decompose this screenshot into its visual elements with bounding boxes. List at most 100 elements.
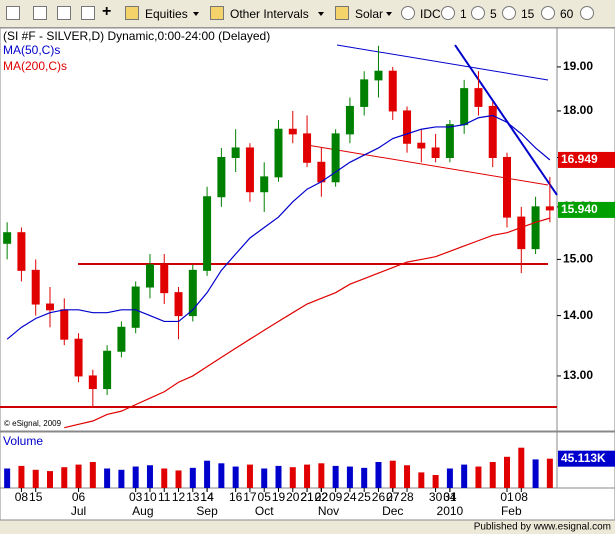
candle-body <box>503 156 512 218</box>
volume-bar <box>518 447 525 488</box>
candle-body <box>203 196 212 271</box>
menu[interactable]: Solar <box>355 7 384 21</box>
x-tick-label: 09 <box>329 490 343 504</box>
volume-bar <box>418 472 425 488</box>
icon[interactable] <box>6 6 20 20</box>
chart-title: (SI #F - SILVER,D) Dynamic,0:00-24:00 (D… <box>3 29 270 43</box>
button[interactable]: 60 <box>560 7 574 21</box>
x-tick-label: 14 <box>200 490 214 504</box>
candle-body <box>445 124 454 158</box>
volume-bar <box>161 468 168 488</box>
add-icon[interactable]: + <box>102 3 112 20</box>
candle-body <box>131 286 140 328</box>
candle-body <box>545 206 554 211</box>
button[interactable]: 1 <box>460 7 467 21</box>
footer: Published by www.esignal.com <box>474 522 611 533</box>
x-tick-label: 28 <box>400 490 414 504</box>
date-axis <box>0 487 615 521</box>
volume-bar <box>446 468 453 488</box>
icon[interactable] <box>401 6 415 20</box>
candle-body <box>74 338 83 377</box>
volume-bar <box>475 466 482 488</box>
volume-bar <box>175 470 182 488</box>
legend-entry: MA(50,C)s <box>3 43 60 57</box>
month-label: Oct <box>255 504 274 518</box>
x-tick-label: 21 <box>300 490 314 504</box>
x-tick-label: 22 <box>315 490 329 504</box>
x-tick-label: 22 <box>315 490 329 504</box>
candle-body <box>60 309 69 340</box>
volume-bar <box>118 469 125 488</box>
folder-icon[interactable] <box>125 6 139 20</box>
folder-icon[interactable] <box>210 6 224 20</box>
button[interactable]: 15 <box>521 7 535 21</box>
candle-body <box>88 375 97 390</box>
candle-body <box>103 350 112 390</box>
button[interactable]: IDC <box>420 7 441 21</box>
candle-body <box>17 232 26 271</box>
x-tick-label: 10 <box>143 490 157 504</box>
dropdown-arrow[interactable] <box>318 12 324 16</box>
y-tick-label: 13.00 <box>563 368 593 382</box>
x-tick-label: 31 <box>443 490 457 504</box>
candle-body <box>260 176 269 193</box>
volume-bar <box>146 465 153 488</box>
volume-bar <box>489 462 496 488</box>
volume-bar <box>61 467 68 488</box>
x-tick-label: 03 <box>129 490 143 504</box>
month-label: Sep <box>196 504 218 518</box>
candle-body <box>303 133 312 163</box>
y-tick-label: 15.00 <box>563 252 593 266</box>
volume-bar <box>204 460 211 488</box>
volume-bar <box>346 466 353 488</box>
menu[interactable]: Equities <box>145 7 188 21</box>
moving-average <box>6 114 551 340</box>
copyright: © eSignal, 2009 <box>4 419 62 428</box>
menu[interactable]: Other Intervals <box>230 7 309 21</box>
dropdown-arrow[interactable] <box>193 12 199 16</box>
volume-bar <box>318 463 325 488</box>
folder-icon[interactable] <box>335 6 349 20</box>
icon[interactable] <box>580 6 594 20</box>
volume-bar <box>189 467 196 488</box>
candle-body <box>217 156 226 198</box>
x-tick-label: 06 <box>72 490 86 504</box>
volume-bar <box>132 466 139 488</box>
candle-body <box>45 303 54 311</box>
month-label: 2010 <box>437 504 464 518</box>
icon[interactable] <box>541 6 555 20</box>
volume-bar <box>546 458 553 488</box>
volume-bar <box>4 468 11 488</box>
volume-bar <box>389 460 396 488</box>
candle-body <box>531 206 540 250</box>
x-tick-label: 24 <box>343 490 357 504</box>
icon[interactable] <box>57 6 71 20</box>
volume-bar <box>275 465 282 488</box>
dropdown-arrow[interactable] <box>386 12 392 16</box>
icon[interactable] <box>471 6 485 20</box>
icon[interactable] <box>441 6 455 20</box>
button[interactable]: 5 <box>490 7 497 21</box>
x-tick-label: 30 <box>429 490 443 504</box>
volume-bar <box>332 465 339 488</box>
candle-body <box>360 79 369 107</box>
volume-marker-label: 45.113K <box>561 451 606 465</box>
candle-body <box>474 88 483 107</box>
volume-bar <box>504 456 511 488</box>
icon[interactable] <box>33 6 47 20</box>
candle-body <box>288 128 297 135</box>
volume-bar <box>46 471 53 488</box>
icon[interactable] <box>81 6 95 20</box>
volume-bar <box>304 464 311 488</box>
x-tick-label: 15 <box>29 490 43 504</box>
volume-bar <box>32 469 39 488</box>
x-tick-label: 11 <box>158 490 171 504</box>
x-tick-label: 21 <box>300 490 314 504</box>
candle-body <box>403 110 412 144</box>
icon[interactable] <box>502 6 516 20</box>
volume-bar <box>404 465 411 488</box>
y-tick-label: 19.00 <box>563 59 593 73</box>
month-label: Feb <box>501 504 522 518</box>
candle-body <box>160 264 169 294</box>
